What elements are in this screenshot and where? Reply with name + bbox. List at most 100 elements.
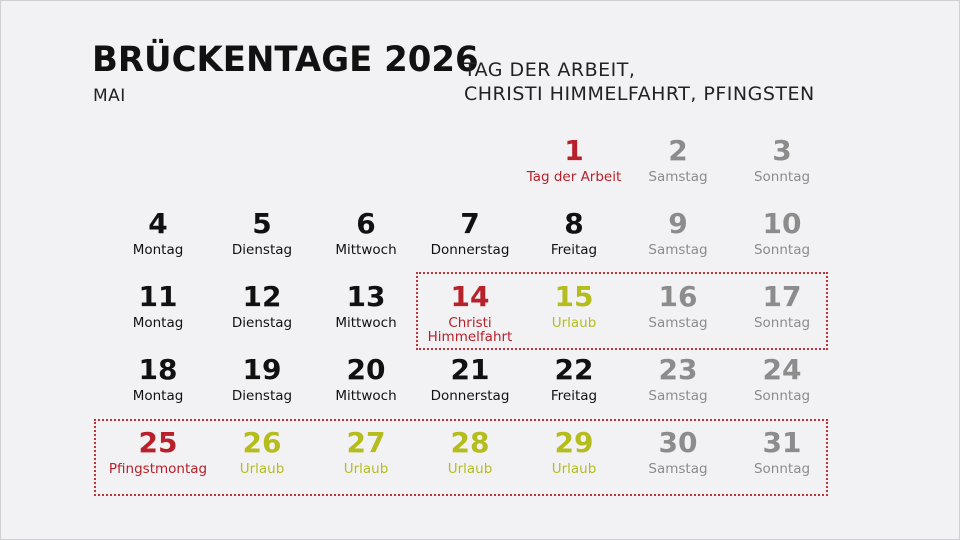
- day-label: Samstag: [648, 315, 708, 331]
- day-cell-27: 27 Urlaub: [314, 427, 418, 477]
- day-number: 5: [252, 207, 272, 240]
- day-number: 28: [450, 426, 490, 459]
- day-number: 27: [346, 426, 386, 459]
- day-cell-3: 3 Sonntag: [730, 135, 834, 185]
- day-number: 12: [242, 280, 282, 313]
- day-label: Samstag: [648, 461, 708, 477]
- day-number: 3: [772, 134, 792, 167]
- day-cell-9: 9 Samstag: [626, 208, 730, 258]
- day-number: 1: [564, 134, 584, 167]
- day-label: Urlaub: [447, 461, 493, 477]
- day-cell-12: 12 Dienstag: [210, 281, 314, 331]
- day-label: Dienstag: [231, 388, 293, 404]
- day-cell-24: 24 Sonntag: [730, 354, 834, 404]
- day-number: 9: [668, 207, 688, 240]
- day-cell-23: 23 Samstag: [626, 354, 730, 404]
- day-label: Dienstag: [231, 242, 293, 258]
- subtitle-line-1: TAG DER ARBEIT,: [464, 59, 636, 81]
- day-label: Montag: [132, 388, 184, 404]
- day-number: 11: [138, 280, 178, 313]
- day-cell-31: 31 Sonntag: [730, 427, 834, 477]
- day-cell-1: 1 Tag der Arbeit: [522, 135, 626, 185]
- day-cell-29: 29 Urlaub: [522, 427, 626, 477]
- day-cell-4: 4 Montag: [106, 208, 210, 258]
- day-cell-21: 21 Donnerstag: [418, 354, 522, 404]
- day-number: 4: [148, 207, 168, 240]
- day-number: 6: [356, 207, 376, 240]
- day-label: Sonntag: [753, 169, 811, 185]
- day-label: Dienstag: [231, 315, 293, 331]
- day-label: Pfingstmontag: [108, 461, 208, 477]
- day-label: Sonntag: [753, 242, 811, 258]
- day-number: 22: [554, 353, 594, 386]
- day-cell-30: 30 Samstag: [626, 427, 730, 477]
- day-number: 25: [138, 426, 178, 459]
- day-label: Samstag: [648, 242, 708, 258]
- day-cell-15: 15 Urlaub: [522, 281, 626, 331]
- day-label: Urlaub: [343, 461, 389, 477]
- day-label: Montag: [132, 242, 184, 258]
- day-label: Urlaub: [239, 461, 285, 477]
- day-label: Sonntag: [753, 461, 811, 477]
- bridge-highlight-pfingsten: [94, 419, 828, 496]
- day-label: Freitag: [550, 388, 598, 404]
- day-cell-2: 2 Samstag: [626, 135, 730, 185]
- day-label: Donnerstag: [430, 242, 510, 258]
- day-cell-13: 13 Mittwoch: [314, 281, 418, 331]
- day-number: 29: [554, 426, 594, 459]
- day-label: Sonntag: [753, 315, 811, 331]
- day-number: 10: [762, 207, 802, 240]
- day-cell-19: 19 Dienstag: [210, 354, 314, 404]
- day-cell-7: 7 Donnerstag: [418, 208, 522, 258]
- day-number: 23: [658, 353, 698, 386]
- day-label: Mittwoch: [335, 388, 397, 404]
- day-cell-10: 10 Sonntag: [730, 208, 834, 258]
- day-cell-16: 16 Samstag: [626, 281, 730, 331]
- day-label: Sonntag: [753, 388, 811, 404]
- subtitle-line-2: CHRISTI HIMMELFAHRT, PFINGSTEN: [464, 83, 815, 105]
- day-cell-18: 18 Montag: [106, 354, 210, 404]
- day-number: 2: [668, 134, 688, 167]
- bridge-highlight-himmelfahrt: [416, 272, 828, 350]
- day-number: 14: [450, 280, 490, 313]
- day-number: 13: [346, 280, 386, 313]
- day-cell-14: 14 Christi Himmelfahrt: [418, 280, 522, 345]
- day-label: Urlaub: [551, 461, 597, 477]
- day-number: 16: [658, 280, 698, 313]
- day-label: Samstag: [648, 169, 708, 185]
- day-cell-20: 20 Mittwoch: [314, 354, 418, 404]
- day-label: Donnerstag: [430, 388, 510, 404]
- day-cell-25: 25 Pfingstmontag: [106, 427, 210, 477]
- day-number: 7: [460, 207, 480, 240]
- day-cell-11: 11 Montag: [106, 281, 210, 331]
- day-number: 19: [242, 353, 282, 386]
- day-cell-17: 17 Sonntag: [730, 281, 834, 331]
- day-cell-22: 22 Freitag: [522, 354, 626, 404]
- day-cell-5: 5 Dienstag: [210, 208, 314, 258]
- day-cell-8: 8 Freitag: [522, 208, 626, 258]
- day-label: Tag der Arbeit: [526, 169, 622, 185]
- day-label: Christi Himmelfahrt: [427, 315, 513, 345]
- day-label: Samstag: [648, 388, 708, 404]
- page-title: BRÜCKENTAGE 2026: [92, 40, 479, 80]
- day-number: 8: [564, 207, 584, 240]
- day-number: 31: [762, 426, 802, 459]
- day-label: Freitag: [550, 242, 598, 258]
- month-label: MAI: [93, 86, 126, 106]
- day-number: 26: [242, 426, 282, 459]
- day-cell-26: 26 Urlaub: [210, 427, 314, 477]
- day-number: 20: [346, 353, 386, 386]
- day-label: Mittwoch: [335, 242, 397, 258]
- day-cell-28: 28 Urlaub: [418, 427, 522, 477]
- day-number: 15: [554, 280, 594, 313]
- day-label: Mittwoch: [335, 315, 397, 331]
- day-number: 17: [762, 280, 802, 313]
- day-number: 21: [450, 353, 490, 386]
- day-number: 30: [658, 426, 698, 459]
- day-number: 24: [762, 353, 802, 386]
- day-number: 18: [138, 353, 178, 386]
- page-subtitle: TAG DER ARBEIT, CHRISTI HIMMELFAHRT, PFI…: [464, 58, 815, 106]
- day-cell-6: 6 Mittwoch: [314, 208, 418, 258]
- day-label: Montag: [132, 315, 184, 331]
